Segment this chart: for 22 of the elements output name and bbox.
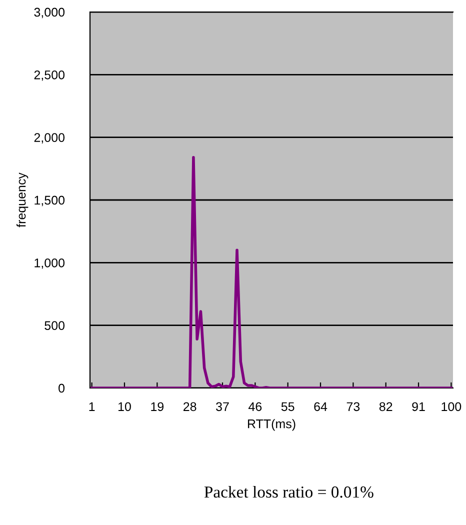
x-tick-label: 82 [379,402,392,412]
x-tick-label: 91 [412,402,425,412]
y-tick-label: 2,000 [34,133,65,144]
y-tick-label: 0 [58,384,65,393]
y-tick-label: 500 [44,321,65,330]
x-tick-label: 100 [442,402,462,412]
x-tick-label: 28 [184,402,196,412]
x-tick-label: 55 [281,402,294,412]
x-axis-title: RTT(ms) [248,419,296,431]
y-tick-label: 2,500 [34,70,65,81]
y-tick-label: 1,500 [34,196,65,206]
x-tick-label: 10 [118,402,131,412]
y-tick-label: 1,000 [34,258,65,269]
x-tick-label: 73 [346,402,360,412]
x-tick-label: 37 [216,402,229,412]
y-axis-title: frequency [16,172,28,228]
x-tick-label: 19 [151,402,164,412]
x-tick-label: 64 [314,402,328,412]
text: Packet loss ratio = 0.01% [204,486,374,498]
x-tick-label: 46 [248,402,262,412]
x-tick-label: 1 [89,402,95,411]
y-tick-label: 3,000 [34,8,65,18]
